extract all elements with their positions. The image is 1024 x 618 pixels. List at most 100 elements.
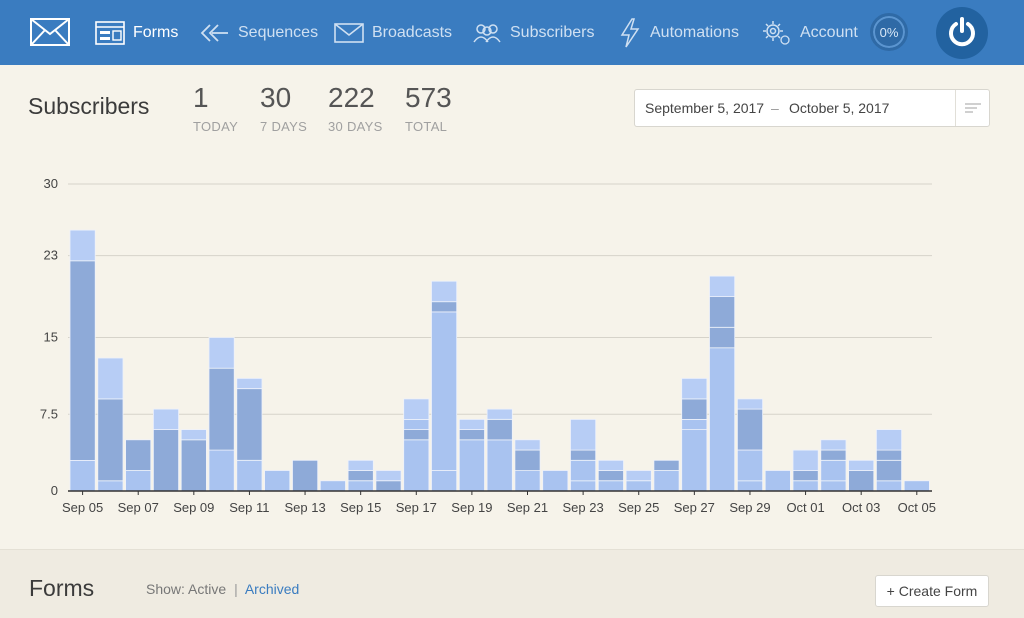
date-range-menu-button[interactable] xyxy=(955,90,990,126)
bar-segment xyxy=(570,480,597,492)
stat-30-days-value: 222 xyxy=(328,82,375,113)
bar-segment xyxy=(347,459,374,471)
nav-automations-label: Automations xyxy=(650,23,739,41)
bar-segment xyxy=(69,260,96,461)
x-tick-label: Sep 25 xyxy=(618,500,659,515)
bar-segment xyxy=(208,367,235,451)
bar-segment xyxy=(681,377,708,400)
bar-segment xyxy=(486,439,513,492)
bar-segment xyxy=(152,429,179,492)
nav-forms[interactable]: Forms xyxy=(95,0,178,65)
bar-segment xyxy=(458,429,485,441)
date-separator: – xyxy=(771,100,779,116)
bar-segment xyxy=(820,439,847,451)
x-tick-label: Sep 09 xyxy=(173,500,214,515)
bar-segment xyxy=(792,449,819,472)
bar-segment xyxy=(820,480,847,492)
forms-filter: Show: Active | Archived xyxy=(146,581,299,597)
bar-segment xyxy=(431,301,458,313)
nav-account-label: Account xyxy=(800,23,858,41)
bar-segment xyxy=(737,398,764,410)
x-tick-label: Sep 07 xyxy=(118,500,159,515)
bar-segment xyxy=(681,418,708,430)
bar-segment xyxy=(876,480,903,492)
bar-segment xyxy=(236,459,263,492)
nav-subscribers-label: Subscribers xyxy=(510,23,595,41)
bar-segment xyxy=(403,398,430,420)
envelope-icon xyxy=(334,22,364,43)
bar-segment xyxy=(486,408,513,420)
bar-segment xyxy=(125,439,152,471)
stat-30-days-label: 30 DAYS xyxy=(328,119,383,134)
date-end: October 5, 2017 xyxy=(789,100,890,116)
stat-today: 1 TODAY xyxy=(193,83,239,135)
bar-segment xyxy=(69,229,96,262)
bar-segment xyxy=(431,311,458,471)
bar-segment xyxy=(347,470,374,482)
bar-segment xyxy=(570,418,597,451)
nav-automations[interactable]: Automations xyxy=(618,0,739,65)
bar-segment xyxy=(820,449,847,461)
nav-sequences[interactable]: Sequences xyxy=(200,0,318,65)
bar-segment xyxy=(570,459,597,482)
bar-segment xyxy=(514,439,541,451)
nav-forms-label: Forms xyxy=(133,23,179,41)
date-range-picker[interactable]: September 5, 2017 – October 5, 2017 xyxy=(634,89,990,127)
bar-segment xyxy=(180,439,207,492)
bar-segment xyxy=(737,449,764,482)
bar-segment xyxy=(208,449,235,492)
stat-total-value: 573 xyxy=(405,82,452,113)
form-icon xyxy=(95,20,125,45)
bar-segment xyxy=(458,439,485,492)
x-tick-label: Oct 03 xyxy=(842,500,880,515)
nav-account[interactable]: Account xyxy=(762,0,858,65)
create-form-button[interactable]: + Create Form xyxy=(875,575,989,607)
stat-7-days-label: 7 DAYS xyxy=(260,119,308,134)
bar-segment xyxy=(848,459,875,471)
bar-segment xyxy=(876,459,903,482)
date-start: September 5, 2017 xyxy=(645,100,765,116)
people-icon xyxy=(473,23,501,42)
progress-value: 0% xyxy=(879,24,899,40)
bar-segment xyxy=(514,449,541,472)
bar-segment xyxy=(876,429,903,451)
sequences-icon xyxy=(200,23,228,42)
bar-segment xyxy=(737,480,764,492)
x-tick-label: Sep 19 xyxy=(451,500,492,515)
bar-segment xyxy=(125,470,152,492)
power-button[interactable] xyxy=(936,7,988,59)
bar-segment xyxy=(709,347,736,492)
bar-segment xyxy=(180,429,207,441)
nav-broadcasts[interactable]: Broadcasts xyxy=(334,0,452,65)
gear-icon xyxy=(763,20,790,45)
bar-segment xyxy=(97,480,124,492)
nav-subscribers[interactable]: Subscribers xyxy=(472,0,594,65)
forms-section-bar xyxy=(0,549,1024,618)
x-tick-label: Sep 27 xyxy=(674,500,715,515)
lightning-icon xyxy=(620,17,640,47)
mail-logo-icon[interactable] xyxy=(30,18,70,46)
bar-segment xyxy=(486,418,513,441)
bar-segment xyxy=(764,470,791,492)
bar-segment xyxy=(208,337,235,369)
bar-segment xyxy=(403,439,430,492)
y-tick-label: 30 xyxy=(44,176,58,191)
bar-segment xyxy=(653,470,680,492)
bar-segment xyxy=(681,398,708,420)
filter-archived-link[interactable]: Archived xyxy=(244,581,300,597)
bar-segment xyxy=(403,418,430,430)
stat-today-label: TODAY xyxy=(193,119,239,134)
bar-segment xyxy=(597,480,624,492)
x-tick-label: Sep 11 xyxy=(229,500,269,515)
bar-segment xyxy=(709,275,736,297)
bar-segment xyxy=(709,296,736,328)
bar-segment xyxy=(876,449,903,461)
bar-segment xyxy=(820,459,847,482)
y-tick-label: 7.5 xyxy=(40,406,58,421)
show-label: Show: xyxy=(146,581,185,597)
filter-active[interactable]: Active xyxy=(188,581,227,597)
progress-indicator[interactable]: 0% xyxy=(870,13,908,51)
bar-segment xyxy=(570,449,597,461)
bar-segment xyxy=(375,470,402,482)
bar-segment xyxy=(292,459,319,492)
